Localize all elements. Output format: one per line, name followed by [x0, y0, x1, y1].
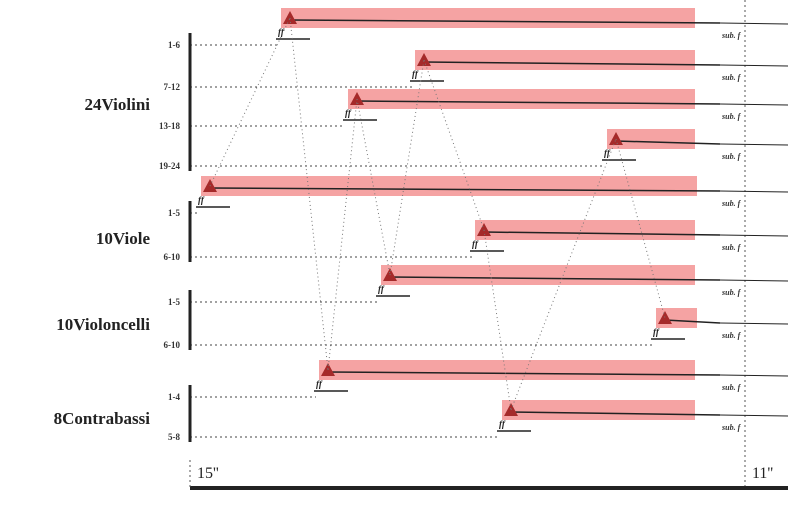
divisi-label: 19-24 [159, 161, 180, 171]
divisi-label: 1-5 [168, 297, 180, 307]
accent [477, 223, 491, 236]
dynamic: ff [499, 419, 506, 429]
sustain-line [483, 231, 721, 236]
sustain-line [719, 279, 788, 282]
sustain-line [356, 100, 721, 105]
entry-bar [348, 89, 695, 109]
accent [609, 132, 623, 145]
sustain-line [719, 322, 788, 325]
dynamic: ff [604, 148, 611, 158]
sub-dynamic: sub. f [721, 243, 742, 252]
divisi-label: 7-12 [164, 82, 181, 92]
dynamic: ff [472, 239, 479, 249]
sub-dynamic: sub. f [721, 31, 742, 40]
divisi-label: 6-10 [164, 340, 181, 350]
divisi-label: 1-5 [168, 208, 180, 218]
entry-bar [381, 265, 695, 285]
entry-bar [319, 360, 695, 380]
sustain-line [719, 22, 788, 25]
sustain-line [719, 190, 788, 193]
entry-bar [281, 8, 695, 28]
sustain-line [389, 276, 721, 281]
connection [423, 59, 485, 231]
dynamic: ff [316, 379, 323, 389]
divisi-label: 6-10 [164, 252, 181, 262]
sustain-line [719, 414, 788, 417]
sustain-line [209, 187, 721, 192]
accent [417, 53, 431, 66]
group-name: 10Viole [96, 229, 151, 248]
time-end: 11'' [752, 465, 773, 482]
divisi-label: 1-4 [168, 392, 180, 402]
dynamic: ff [278, 27, 285, 37]
sustain-line [615, 140, 721, 145]
accent [283, 11, 297, 24]
entry-bar [415, 50, 695, 70]
sub-dynamic: sub. f [721, 112, 742, 121]
sub-dynamic: sub. f [721, 383, 742, 392]
sustain-line [423, 61, 721, 66]
accent [350, 92, 364, 105]
sustain-line [719, 143, 788, 146]
accent [658, 311, 672, 324]
sustain-line [719, 234, 788, 237]
dynamic: ff [198, 195, 205, 205]
sub-dynamic: sub. f [721, 73, 742, 82]
sustain-line [664, 319, 721, 324]
dynamic: ff [345, 108, 352, 118]
entry-bar [475, 220, 695, 240]
entry-bar [607, 129, 695, 149]
sustain-line [719, 64, 788, 67]
sustain-line [719, 103, 788, 106]
divisi-label: 13-18 [159, 121, 180, 131]
connection [389, 59, 425, 276]
sub-dynamic: sub. f [721, 331, 742, 340]
sub-dynamic: sub. f [721, 152, 742, 161]
sub-dynamic: sub. f [721, 288, 742, 297]
dynamic: ff [378, 284, 385, 294]
sustain-line [327, 371, 721, 376]
group-name: 8Contrabassi [54, 409, 151, 428]
dynamic: ff [412, 69, 419, 79]
sub-dynamic: sub. f [721, 423, 742, 432]
connection [209, 17, 291, 187]
connection [510, 138, 617, 411]
divisi-label: 5-8 [168, 432, 180, 442]
connection [327, 98, 358, 371]
entry-bar [502, 400, 695, 420]
dynamic: ff [653, 327, 660, 337]
group-name: 24Violini [85, 95, 151, 114]
sustain-line [719, 374, 788, 377]
group-name: 10Violoncelli [56, 315, 150, 334]
time-start: 15'' [197, 465, 219, 482]
sub-dynamic: sub. f [721, 199, 742, 208]
connection [483, 229, 512, 411]
divisi-label: 1-6 [168, 40, 180, 50]
sustain-line [289, 19, 721, 24]
entry-bar [201, 176, 697, 196]
sustain-line [510, 411, 721, 416]
connection [615, 138, 666, 319]
